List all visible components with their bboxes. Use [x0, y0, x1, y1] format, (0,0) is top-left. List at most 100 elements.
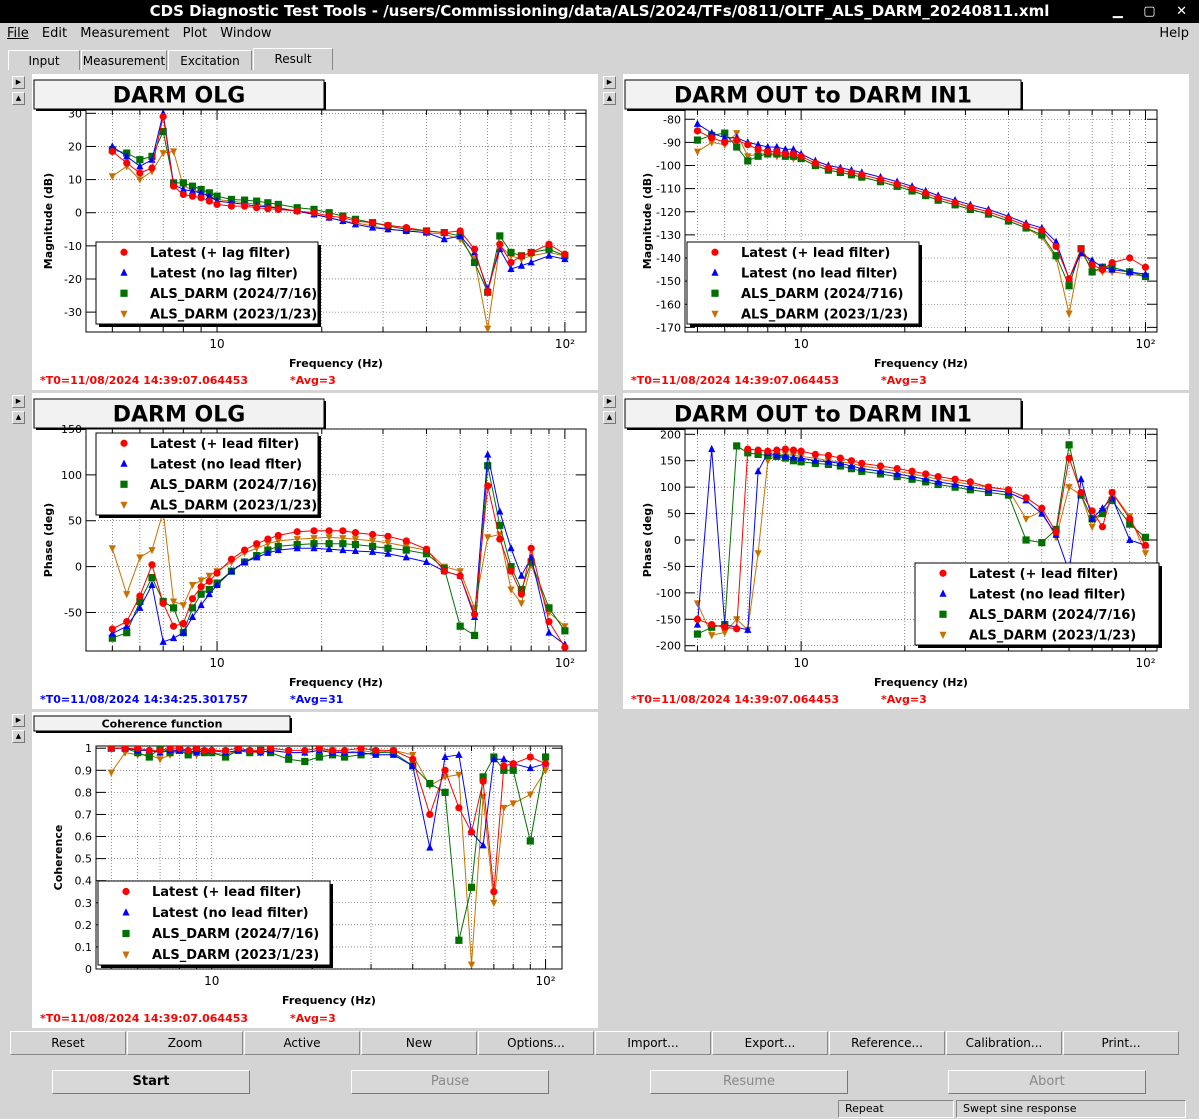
x-axis-label: Frequency (Hz)	[289, 676, 383, 689]
export-button[interactable]: Export...	[712, 1031, 828, 1055]
import-button[interactable]: Import...	[595, 1031, 711, 1055]
y-tick-label: -50	[663, 560, 681, 573]
new-button[interactable]: New	[361, 1031, 477, 1055]
chart-darm-magnitude[interactable]: DARM OUT to DARM IN1 10 10² -170 -160 -150 -14…	[623, 74, 1189, 390]
data-point	[1108, 259, 1116, 267]
menu-plot[interactable]: Plot	[182, 26, 208, 41]
data-point	[1141, 533, 1150, 541]
footer-timestamp: *T0=11/08/2024 14:39:07.064453	[40, 374, 248, 387]
data-point	[693, 119, 702, 127]
series-1	[693, 445, 1150, 633]
tab-excitation[interactable]: Excitation	[168, 50, 252, 70]
reset-button[interactable]: Reset	[10, 1031, 126, 1055]
legend-label: ALS_DARM (2024/7/16)	[152, 927, 319, 942]
calibration-button[interactable]: Calibration...	[946, 1031, 1062, 1055]
chart-coherence[interactable]: Coherence function 10 10² 0 0.1 0.2 0.3 0.4 0.5 0…	[32, 712, 598, 1028]
data-point	[773, 451, 781, 459]
legend-label: Latest (+ lead filter)	[150, 437, 299, 452]
chart-olg-phase[interactable]: DARM OLG 10 10² -50 0 50 100 150 Frequency (Hz) P…	[32, 393, 598, 709]
y-tick-label: -150	[656, 275, 681, 288]
data-point	[227, 555, 236, 563]
chart-title: Coherence function	[102, 717, 223, 730]
reference-button[interactable]: Reference...	[829, 1031, 945, 1055]
data-point	[339, 545, 347, 554]
data-point	[455, 936, 463, 944]
data-point	[351, 217, 360, 225]
legend-marker	[120, 459, 128, 467]
resume-button[interactable]: Resume	[650, 1070, 848, 1094]
data-point	[484, 325, 492, 332]
data-point	[496, 240, 504, 248]
data-point	[384, 221, 392, 229]
chart-darm-phase[interactable]: DARM OUT to DARM IN1 10 10² -200 -150 -100 -50…	[623, 393, 1189, 709]
panel-collapse-arrow[interactable]: ▲	[603, 92, 616, 105]
data-point	[922, 189, 930, 197]
menu-edit[interactable]: Edit	[41, 26, 68, 41]
legend-box	[686, 241, 920, 325]
panel-collapse-arrow[interactable]: ▲	[603, 411, 616, 424]
data-point	[733, 136, 741, 144]
footer-average: *Avg=31	[290, 693, 343, 706]
data-point	[456, 622, 464, 630]
tab-result[interactable]: Result	[253, 48, 333, 70]
data-point	[368, 537, 377, 546]
panel-expand-arrow[interactable]: ▶	[12, 395, 25, 408]
data-point	[351, 536, 360, 544]
data-point	[274, 545, 282, 554]
zoom-button[interactable]: Zoom	[127, 1031, 243, 1055]
print-button[interactable]: Print...	[1063, 1031, 1179, 1055]
panel-expand-arrow[interactable]: ▶	[603, 76, 616, 89]
panel-collapse-arrow[interactable]: ▲	[12, 92, 25, 105]
pause-button[interactable]: Pause	[351, 1070, 549, 1094]
data-point	[496, 521, 504, 529]
data-point	[1022, 515, 1030, 524]
data-point	[951, 475, 959, 483]
panel-collapse-arrow[interactable]: ▲	[12, 411, 25, 424]
data-point	[479, 777, 487, 785]
data-point	[781, 150, 789, 158]
footer-timestamp: *T0=11/08/2024 14:34:25.301757	[40, 693, 248, 706]
active-button[interactable]: Active	[244, 1031, 360, 1055]
data-point	[240, 196, 249, 204]
data-point	[824, 164, 832, 172]
data-point	[789, 150, 798, 158]
legend-label: ALS_DARM (2023/1/23)	[150, 498, 317, 513]
y-axis-label: Phase (deg)	[641, 503, 654, 577]
start-button[interactable]: Start	[52, 1070, 250, 1094]
y-tick-label: 100	[61, 469, 82, 482]
menu-window[interactable]: Window	[220, 26, 272, 41]
data-point	[205, 572, 213, 580]
data-point	[517, 600, 526, 608]
abort-button[interactable]: Abort	[948, 1070, 1146, 1094]
data-point	[108, 629, 116, 637]
data-point	[213, 192, 221, 200]
plot-pad: DARM OUT to DARM IN1 10 10² -200 -150 -100 -50…	[623, 393, 1189, 709]
legend-box	[914, 562, 1160, 646]
tab-measurement[interactable]: Measurement	[81, 50, 167, 70]
data-point	[310, 535, 318, 543]
panel-expand-arrow[interactable]: ▶	[12, 714, 25, 727]
data-point	[293, 536, 301, 544]
data-point	[526, 837, 534, 845]
data-point	[1098, 265, 1107, 274]
panel-expand-arrow[interactable]: ▶	[12, 76, 25, 89]
window-controls[interactable]: ▁ ▢ ✕	[1112, 4, 1195, 19]
data-point	[339, 535, 347, 543]
panel-collapse-arrow[interactable]: ▲	[12, 730, 25, 743]
data-point	[517, 252, 526, 260]
panel-expand-arrow[interactable]: ▶	[603, 395, 616, 408]
data-point	[934, 472, 942, 481]
menu-help[interactable]: Help	[1159, 26, 1189, 41]
options-button[interactable]: Options...	[478, 1031, 594, 1055]
menu-measurement[interactable]: Measurement	[80, 26, 170, 41]
y-tick-label: 0.9	[75, 764, 93, 777]
data-point	[285, 746, 293, 755]
data-point	[1088, 514, 1096, 522]
menu-file[interactable]: File	[7, 26, 29, 41]
y-tick-label: -20	[64, 273, 82, 286]
legend-label: ALS_DARM (2023/1/23)	[969, 628, 1136, 643]
data-point	[1108, 265, 1116, 273]
chart-olg-magnitude[interactable]: DARM OLG 10 10² -30 -20 -10 0 10 20 30 Frequency (…	[32, 74, 598, 390]
tab-input[interactable]: Input	[8, 50, 80, 70]
data-point	[169, 604, 178, 612]
